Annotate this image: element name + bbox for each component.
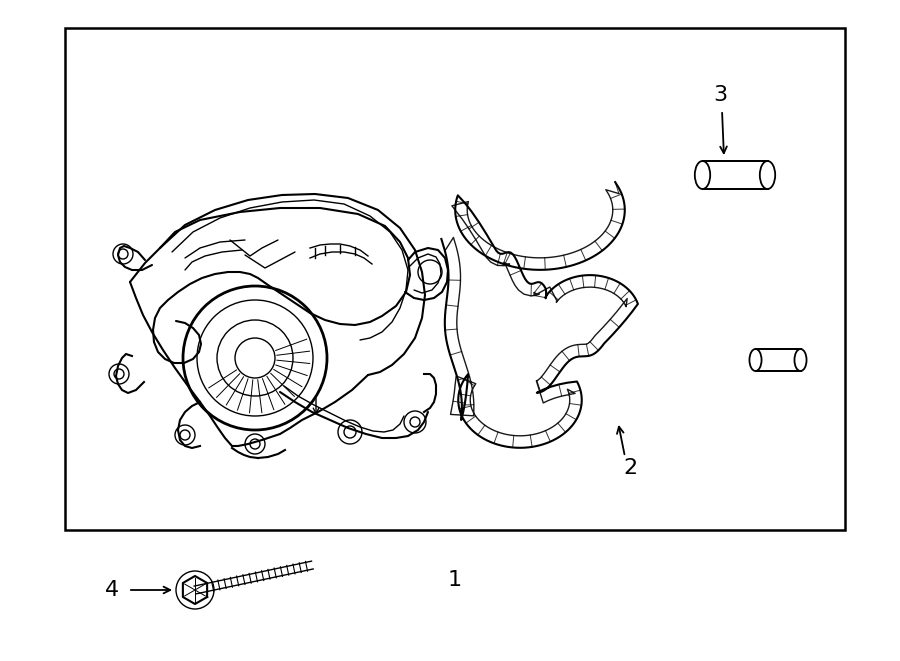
Ellipse shape	[695, 161, 710, 189]
Text: 4: 4	[105, 580, 119, 600]
Ellipse shape	[760, 161, 775, 189]
Text: 2: 2	[623, 458, 637, 478]
Ellipse shape	[750, 349, 761, 371]
Text: 1: 1	[448, 570, 462, 590]
Bar	[65, 28, 845, 530]
Ellipse shape	[795, 349, 806, 371]
Text: 3: 3	[713, 85, 727, 105]
Bar	[703, 161, 768, 189]
Bar	[755, 349, 800, 371]
